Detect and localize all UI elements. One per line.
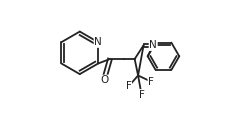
Text: F: F [138,90,144,100]
Text: F: F [125,81,131,91]
Text: F: F [148,77,154,87]
Text: N: N [149,40,157,50]
Text: N: N [94,37,102,47]
Text: O: O [100,75,108,85]
